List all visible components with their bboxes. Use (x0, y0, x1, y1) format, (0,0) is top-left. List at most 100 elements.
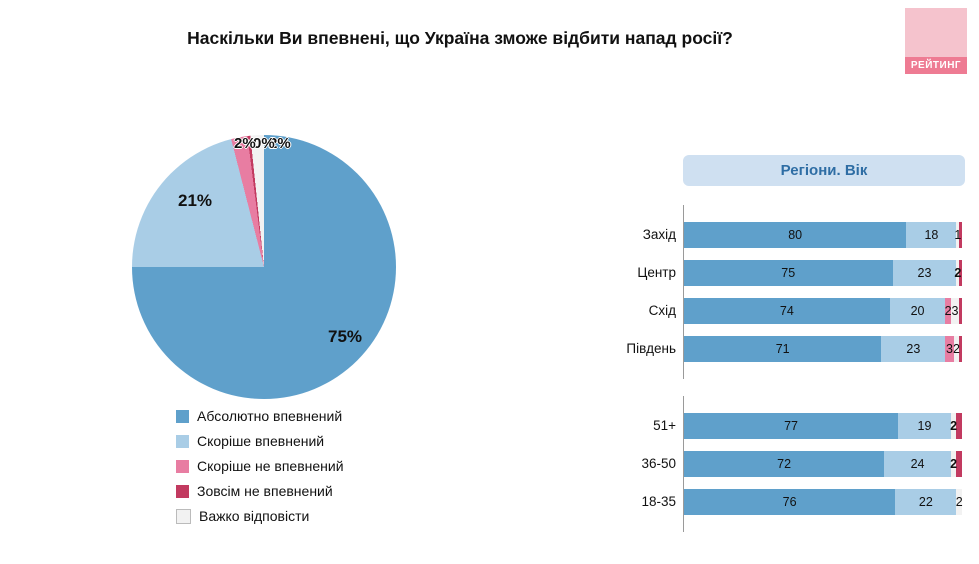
bar-segment-value: 76 (782, 495, 797, 509)
bar-segment: 2 (954, 260, 962, 286)
bar-segment: 19 (898, 413, 951, 439)
bar-row-label: 18-35 (641, 494, 676, 509)
bar-segment-value: 72 (777, 457, 792, 471)
legend-swatch (176, 508, 191, 524)
bar-row: Південь 71 23 3 2 (626, 336, 972, 362)
bar-row-label: Схід (648, 303, 676, 318)
bar-segment: 74 (684, 298, 890, 324)
bar-segment: 20 (889, 298, 946, 324)
pie-chart-area: 75% 21% 2% 0% 2% (132, 135, 396, 399)
pie-label-absolutely-confident: 75% (328, 327, 363, 346)
bar-segment-value: 3 (951, 304, 959, 318)
bar-segment (959, 298, 962, 324)
legend-label: Зовсім не впевнений (197, 483, 333, 499)
bar-track: 80 18 1 (684, 222, 972, 248)
bar-group-regions: Захід 80 18 1 Центр 75 23 2 Схід 74 20 2 3 Південь 71 2… (626, 205, 972, 379)
bar-segment-value: 20 (910, 304, 925, 318)
legend: Абсолютно впевнений Скоріше впевнений Скор… (176, 408, 344, 533)
bar-row: Захід 80 18 1 (643, 222, 972, 248)
bar-segment-value: 1 (954, 228, 962, 242)
bar-group-age: 51+ 77 19 2 36-50 72 24 2 18-35 76 22 2 (641, 396, 972, 532)
bar-segment (959, 336, 962, 362)
bar-segment-value: 24 (910, 457, 925, 471)
bar-segment: 71 (684, 336, 882, 362)
bar-row-label: Центр (637, 265, 676, 280)
pie-label-rather-confident: 21% (178, 191, 213, 210)
bar-segment: 2 (950, 413, 958, 439)
bar-segment-value: 22 (918, 495, 933, 509)
bar-segment-value: 2 (950, 419, 958, 433)
bar-segment: 76 (684, 489, 896, 515)
legend-item: Скоріше не впевнений (176, 458, 344, 474)
legend-swatch (176, 409, 189, 423)
pie-chart (132, 135, 396, 399)
bar-segment: 3 (945, 336, 954, 362)
bar-segment: 22 (895, 489, 957, 515)
bar-row-label: 36-50 (641, 456, 676, 471)
bar-row: 36-50 72 24 2 (641, 451, 972, 477)
bar-segment-value: 80 (788, 228, 803, 242)
bar-segment: 77 (684, 413, 899, 439)
bar-segment-value: 18 (924, 228, 939, 242)
page-title: Наскільки Ви впевнені, що Україна зможе … (187, 28, 733, 48)
bar-segment: 2 (950, 451, 958, 477)
bar-segment-value: 23 (917, 266, 932, 280)
legend-item: Зовсім не впевнений (176, 483, 344, 499)
bar-segment-value: 19 (917, 419, 932, 433)
bar-segment-value: 2 (955, 495, 963, 509)
bar-segment: 23 (892, 260, 957, 286)
bar-segment (956, 413, 962, 439)
bar-segment-value: 2 (954, 266, 962, 280)
bar-track: 72 24 2 (684, 451, 972, 477)
bar-segment: 3 (950, 298, 960, 324)
bar-track: 74 20 2 3 (684, 298, 972, 324)
bar-segment-value: 75 (781, 266, 796, 280)
bar-segment (956, 451, 962, 477)
bar-row: Центр 75 23 2 (637, 260, 972, 286)
bar-segment: 2 (955, 489, 963, 515)
bar-track: 71 23 3 2 (684, 336, 972, 362)
bar-segment-value: 3 (946, 342, 953, 356)
bars-panel: Регіони. Вік Захід 80 18 1 Центр 75 23 2 Схід 74 2… (603, 150, 975, 550)
bar-segment (959, 260, 962, 286)
pie-label-rather-not-confident: 2% (234, 135, 256, 152)
legend-item: Скоріше впевнений (176, 433, 344, 449)
bar-segment: 2 (952, 336, 960, 362)
bar-segment: 75 (684, 260, 893, 286)
bar-row: 51+ 77 19 2 (653, 413, 972, 439)
bar-row-label: Південь (626, 341, 676, 356)
legend-item: Абсолютно впевнений (176, 408, 344, 424)
legend-item: Важко відповісти (176, 508, 344, 524)
legend-swatch (176, 484, 189, 498)
pie-label-not-confident-at-all: 0% (253, 135, 275, 152)
bar-segment-value: 71 (775, 342, 790, 356)
bar-segment-value: 23 (906, 342, 921, 356)
bar-track: 75 23 2 (684, 260, 972, 286)
bar-segment: 2 (944, 298, 952, 324)
bar-segment: 18 (906, 222, 957, 248)
bar-segment-value: 2 (952, 342, 960, 356)
rating-group-logo: РЕЙТИНГ (905, 8, 967, 74)
bar-row: Схід 74 20 2 3 (649, 298, 972, 324)
bar-segment: 24 (884, 451, 951, 477)
bar-track: 77 19 2 (684, 413, 972, 439)
bar-row-label: Захід (642, 227, 676, 242)
bar-row-label: 51+ (653, 418, 676, 433)
legend-swatch (176, 434, 189, 448)
bar-segment: 72 (684, 451, 885, 477)
bar-segment: 1 (954, 222, 962, 248)
bar-segment: 23 (881, 336, 946, 362)
bar-segment-value: 74 (779, 304, 794, 318)
bar-segment-value: 2 (950, 457, 958, 471)
pie-label-hard-to-answer: 2% (269, 135, 291, 152)
bar-segment: 80 (684, 222, 907, 248)
legend-label: Абсолютно впевнений (197, 408, 343, 424)
legend-label: Скоріше не впевнений (197, 458, 344, 474)
bar-segment-value: 77 (784, 419, 798, 433)
bar-segment-value: 2 (944, 304, 952, 318)
legend-swatch (176, 459, 189, 473)
bars-header: Регіони. Вік (683, 155, 965, 186)
bar-track: 76 22 2 (684, 489, 972, 515)
bar-row: 18-35 76 22 2 (641, 489, 972, 515)
